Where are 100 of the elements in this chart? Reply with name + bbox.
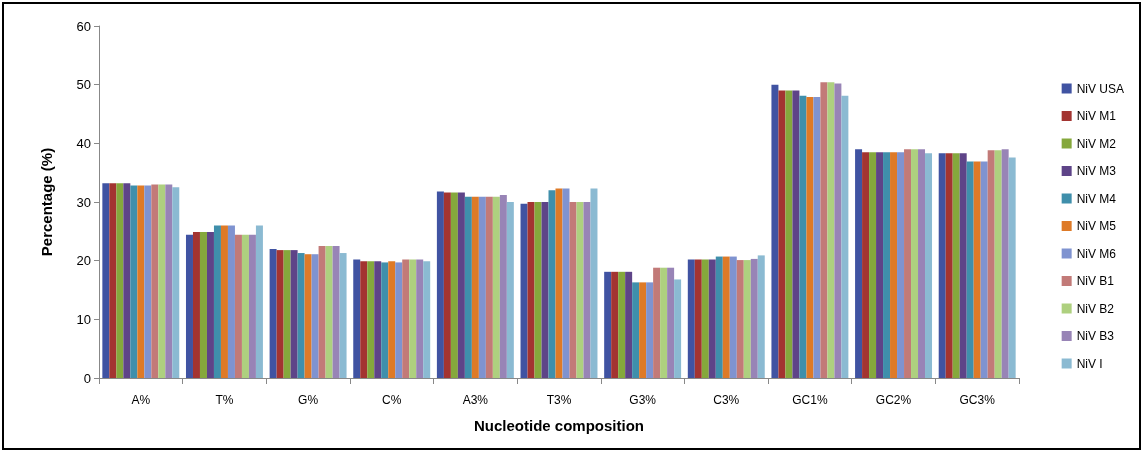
bar [792,90,800,378]
bar [332,246,340,378]
bar [471,196,479,378]
x-tick-label: A% [131,393,151,407]
bar [869,152,877,378]
bar [527,202,535,378]
bar [966,161,974,378]
bar [485,196,493,378]
bar [548,190,556,378]
bar [213,225,221,378]
legend-label: NiV M5 [1076,219,1117,233]
legend-label: NiV USA [1076,81,1124,96]
bar [583,202,591,378]
y-axis-title: Percentage (%) [38,147,55,257]
bar [311,254,319,378]
bar [687,259,695,378]
bar [130,185,138,378]
bar [660,267,668,378]
legend-label: NiV M4 [1076,191,1117,206]
bar [701,259,709,378]
bar [534,202,542,378]
bar [945,153,953,378]
y-tick-label: 10 [76,311,91,327]
bar [374,261,382,378]
bar [918,149,926,378]
legend-label: NiV M6 [1076,246,1117,261]
bar [436,191,444,378]
bar [283,250,291,378]
bar [276,250,284,378]
bar [416,259,424,378]
bar [729,256,737,378]
legend-label: NiV B3 [1076,329,1115,343]
bar [151,184,159,378]
x-tick-label: G% [298,393,319,407]
bar [855,149,863,378]
bar [388,261,396,378]
bar [165,184,173,378]
bar [987,150,995,378]
bar [722,256,730,378]
bar [897,152,905,378]
legend-label: NiV B1 [1076,274,1115,288]
bar [646,282,654,378]
bar [576,202,584,378]
bar [625,271,633,378]
bar [241,234,249,378]
bar [116,183,124,378]
bar [694,259,702,378]
legend-label: NiV M3 [1076,164,1117,178]
bar [604,271,612,378]
bar [708,259,716,378]
bar [778,90,786,378]
bar [290,250,298,378]
y-tick-label: 0 [83,370,91,386]
bar [994,150,1002,378]
bar [980,161,988,378]
y-tick-label: 40 [76,135,91,151]
bar [381,262,389,378]
bar [569,202,577,378]
bar [443,192,451,378]
bar [771,84,779,378]
bar [653,267,661,378]
bar [457,192,465,378]
y-tick-label: 30 [76,194,91,210]
bar [904,149,912,378]
x-tick-label: C3% [713,393,740,407]
bar [450,192,458,378]
bar [590,188,598,378]
bar [402,259,410,378]
bar [757,255,765,378]
bar [339,253,347,378]
bar [269,248,277,378]
bar [360,261,368,378]
bar [367,261,375,378]
bar [876,152,884,378]
bar [611,271,619,378]
bar [736,260,744,378]
bar [952,153,960,378]
bar [192,231,200,378]
bar [618,271,626,378]
bar [562,188,570,378]
bar [478,196,486,378]
x-tick-label: A3% [462,393,489,407]
bar [785,90,793,378]
bar [715,256,723,378]
bar [318,246,326,378]
bar [667,267,675,378]
bar [199,231,207,378]
bar [973,161,981,378]
bar [158,184,166,378]
bar [911,149,919,378]
bar [499,194,507,378]
bar [834,83,842,378]
bar [102,183,110,378]
bar [841,95,849,378]
bar [862,152,870,378]
bar [750,258,758,378]
bar [325,246,333,378]
bar [353,259,361,378]
bar [820,82,828,378]
legend-label: NiV M2 [1076,136,1117,151]
